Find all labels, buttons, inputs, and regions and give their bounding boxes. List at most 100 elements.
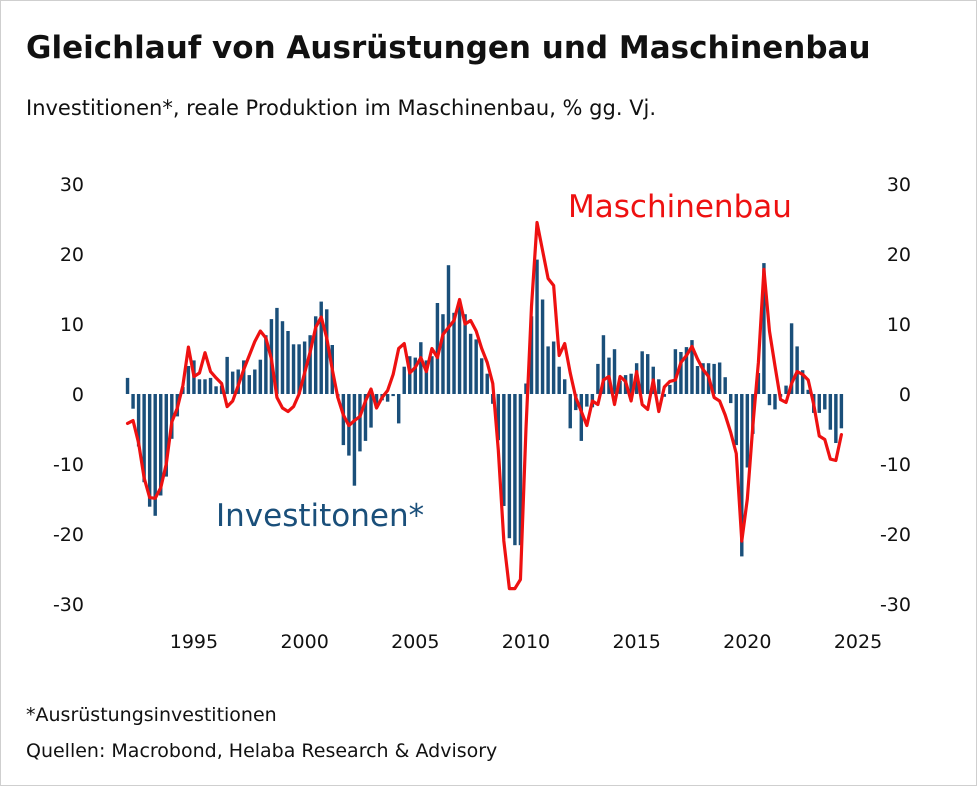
bar <box>690 340 694 394</box>
y-tick-label-right: -20 <box>880 524 911 546</box>
bar <box>413 357 418 394</box>
bar <box>203 379 207 394</box>
bar <box>430 356 434 394</box>
y-tick-label-left: 30 <box>60 174 84 196</box>
bar <box>679 352 683 394</box>
bar <box>839 394 844 429</box>
y-tick-label-left: -10 <box>53 454 84 476</box>
x-tick-label: 2025 <box>834 631 882 653</box>
bar <box>540 299 545 394</box>
x-tick-label: 2020 <box>723 631 771 653</box>
bar <box>529 316 534 394</box>
bar <box>313 316 318 394</box>
y-tick-label-left: 10 <box>60 314 84 336</box>
bar <box>463 314 467 394</box>
bar <box>468 333 473 394</box>
bar <box>817 394 821 413</box>
bar-series-label: Investitonen* <box>216 498 424 534</box>
bar <box>513 394 517 546</box>
bar <box>125 377 130 394</box>
line-path <box>125 220 844 591</box>
line-series-label: Maschinenbau <box>568 189 792 225</box>
bar <box>823 394 827 410</box>
bar <box>568 394 572 429</box>
bar <box>435 303 440 394</box>
bar <box>800 370 805 394</box>
bar <box>396 394 401 424</box>
x-tick-label: 2000 <box>280 631 328 653</box>
bar <box>551 341 556 394</box>
bar <box>828 394 833 430</box>
bar <box>352 394 357 486</box>
x-axis: 1995 2000 2005 2010 2015 2020 2025 <box>170 631 882 653</box>
bar <box>457 303 462 394</box>
bar <box>341 394 346 446</box>
bar <box>729 394 733 404</box>
bar <box>253 369 257 394</box>
bar <box>170 394 174 439</box>
bar <box>701 363 705 394</box>
bar <box>640 351 644 394</box>
bar <box>424 360 429 394</box>
bar <box>612 349 617 394</box>
y-tick-label-right: -10 <box>880 454 911 476</box>
bar <box>374 394 379 408</box>
bar <box>363 394 368 441</box>
x-tick-label: 2010 <box>502 631 550 653</box>
bar <box>230 371 235 394</box>
bar <box>264 335 268 394</box>
bar <box>784 385 788 394</box>
bar <box>164 394 168 477</box>
bar <box>247 375 251 394</box>
bar <box>646 354 650 394</box>
bar <box>507 394 512 539</box>
bar <box>479 358 484 394</box>
bar <box>806 389 810 394</box>
y-tick-label-left: -20 <box>53 524 84 546</box>
bar <box>258 359 263 394</box>
y-axis-left: 30 20 10 0 -10 -20 -30 <box>53 174 84 616</box>
bar <box>734 394 738 446</box>
bar <box>408 356 412 394</box>
y-tick-label-right: 0 <box>899 384 911 406</box>
bar <box>834 394 838 443</box>
y-tick-label-right: 30 <box>887 174 911 196</box>
y-tick-label-right: -30 <box>880 594 911 616</box>
bar <box>131 394 135 409</box>
bar <box>740 394 744 557</box>
bar <box>745 394 750 468</box>
bar <box>496 394 501 441</box>
footnote: *Ausrüstungsinvestitionen <box>26 704 277 726</box>
bar <box>789 323 794 394</box>
y-axis-right: 30 20 10 0 -10 -20 -30 <box>880 174 911 616</box>
bar <box>762 263 766 394</box>
bar <box>684 347 689 394</box>
bar <box>717 362 722 394</box>
bar <box>308 335 312 394</box>
bar <box>369 394 373 428</box>
bar <box>629 373 633 394</box>
bar <box>562 379 567 394</box>
y-tick-label-left: 0 <box>72 384 84 406</box>
bar <box>662 394 667 397</box>
bar <box>767 394 772 406</box>
bar <box>142 394 146 483</box>
bar <box>657 379 661 394</box>
bar <box>391 394 395 397</box>
bar <box>385 394 390 402</box>
source-note: Quellen: Macrobond, Helaba Research & Ad… <box>26 740 498 762</box>
bar <box>280 321 285 394</box>
bar <box>147 394 152 507</box>
bar <box>208 377 213 394</box>
y-tick-label-left: 20 <box>60 244 84 266</box>
bar <box>319 301 323 394</box>
bar <box>668 384 672 394</box>
y-tick-label-right: 20 <box>887 244 911 266</box>
chart-subtitle: Investitionen*, reale Produktion im Masc… <box>26 96 657 120</box>
bar <box>518 394 523 546</box>
y-tick-label-right: 10 <box>887 314 911 336</box>
bar <box>596 363 600 394</box>
bar <box>291 344 296 394</box>
bar <box>673 349 678 394</box>
bar <box>546 346 550 394</box>
